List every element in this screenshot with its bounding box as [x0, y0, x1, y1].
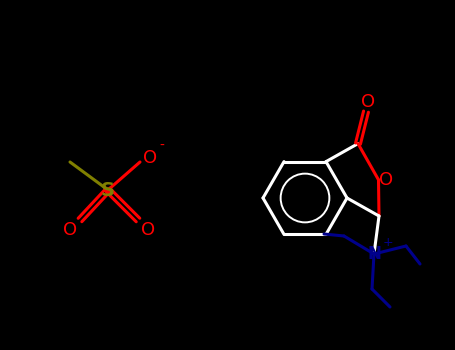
- Text: -: -: [159, 139, 164, 153]
- Text: O: O: [141, 221, 155, 239]
- Text: O: O: [379, 171, 394, 189]
- Text: +: +: [383, 236, 394, 249]
- Text: N: N: [367, 245, 381, 263]
- Text: O: O: [143, 149, 157, 167]
- Text: S: S: [101, 181, 115, 199]
- Text: O: O: [361, 93, 375, 111]
- Text: O: O: [63, 221, 77, 239]
